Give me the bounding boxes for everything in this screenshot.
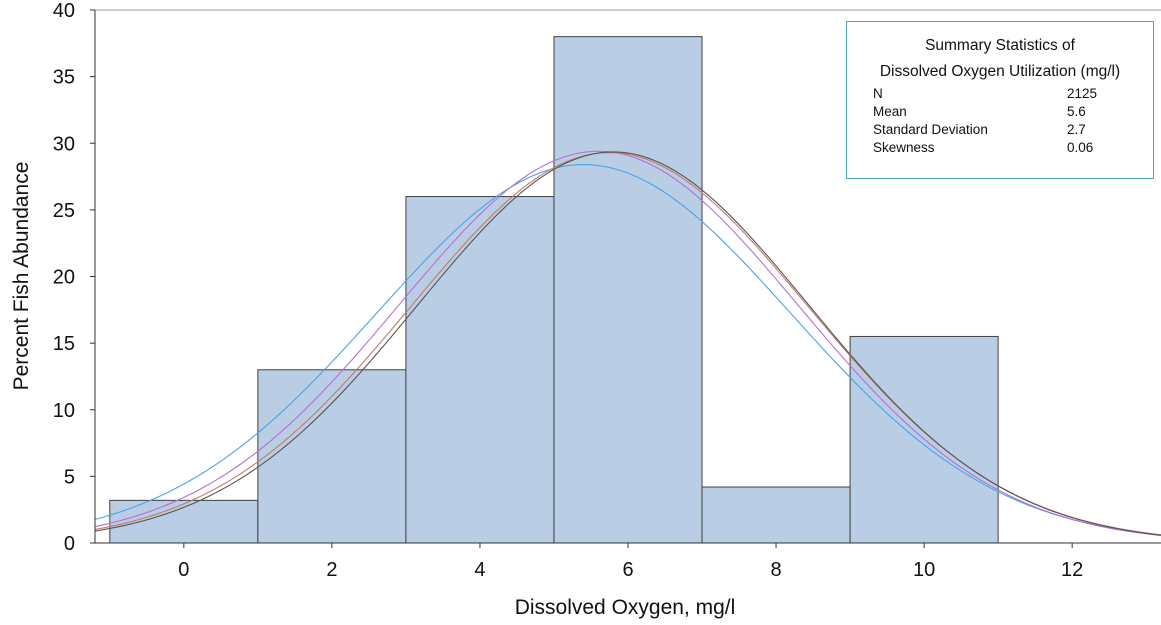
summary-label: Standard Deviation bbox=[873, 122, 988, 137]
x-tick-label: 6 bbox=[622, 559, 633, 581]
y-tick-label: 20 bbox=[53, 267, 75, 289]
y-tick-label: 0 bbox=[64, 533, 75, 555]
y-tick-labels: 0 5 10 15 20 25 30 35 40 bbox=[53, 0, 75, 555]
curves-group bbox=[94, 150, 1161, 537]
x-axis-title: Dissolved Oxygen, mg/l bbox=[515, 596, 736, 619]
x-tick-label: 2 bbox=[326, 559, 337, 581]
summary-title-line2: Dissolved Oxygen Utilization (mg/l) bbox=[879, 63, 1121, 80]
summary-row-mean: Mean 5.6 bbox=[847, 103, 1153, 121]
x-tick-label: 10 bbox=[913, 559, 935, 581]
y-tick-label: 35 bbox=[53, 67, 75, 89]
summary-label: Mean bbox=[873, 104, 907, 119]
summary-value: 5.6 bbox=[1067, 104, 1086, 119]
histogram-bar bbox=[553, 36, 703, 544]
summary-value: 2125 bbox=[1067, 86, 1098, 101]
x-tick-labels: 0 2 4 6 8 10 12 bbox=[178, 559, 1083, 581]
summary-label: N bbox=[873, 86, 883, 101]
distribution-curve bbox=[94, 164, 1161, 536]
summary-title-line1: Summary Statistics of bbox=[925, 37, 1075, 54]
histogram-bar bbox=[701, 486, 851, 544]
summary-row-n: N 2125 bbox=[847, 85, 1153, 103]
axes-group bbox=[90, 9, 1161, 548]
y-tick-label: 15 bbox=[53, 333, 75, 355]
x-tick-label: 0 bbox=[178, 559, 189, 581]
y-tick-label: 30 bbox=[53, 133, 75, 155]
summary-statistics-box: Summary Statistics of Dissolved Oxygen U… bbox=[846, 21, 1154, 179]
y-tick-label: 25 bbox=[53, 200, 75, 222]
y-tick-label: 5 bbox=[64, 466, 75, 488]
summary-value: 2.7 bbox=[1067, 122, 1086, 137]
histogram-bar bbox=[405, 196, 555, 544]
summary-value: 0.06 bbox=[1067, 140, 1094, 155]
histogram-bar bbox=[257, 369, 407, 544]
x-tick-label: 8 bbox=[770, 559, 781, 581]
summary-table: N 2125 Mean 5.6 Standard Deviation 2.7 S… bbox=[847, 85, 1153, 157]
y-axis-title: Percent Fish Abundance bbox=[10, 162, 33, 391]
y-tick-label: 40 bbox=[53, 0, 75, 22]
summary-row-skewness: Skewness 0.06 bbox=[847, 139, 1153, 157]
bars-group bbox=[109, 36, 999, 544]
distribution-curve bbox=[94, 150, 1161, 537]
x-tick-label: 12 bbox=[1061, 559, 1083, 581]
summary-label: Skewness bbox=[873, 140, 935, 155]
summary-row-sd: Standard Deviation 2.7 bbox=[847, 121, 1153, 139]
x-tick-label: 4 bbox=[474, 559, 485, 581]
y-tick-label: 10 bbox=[53, 400, 75, 422]
distribution-curve bbox=[94, 151, 1161, 536]
